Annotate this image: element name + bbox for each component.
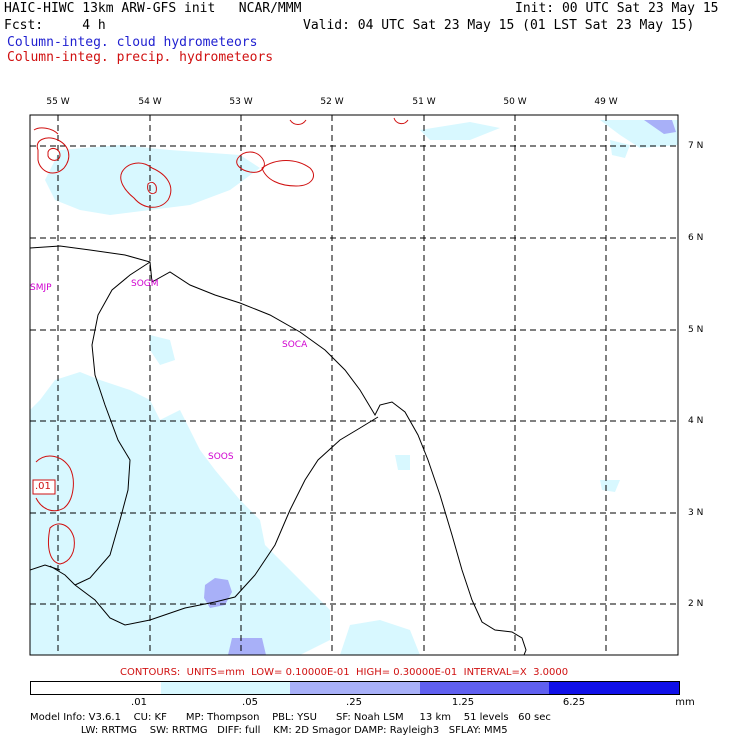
contour-value-label: .01 [35,481,51,492]
lat-label-4n: 4 N [688,416,704,426]
colorbar-segment-1 [160,682,291,694]
lon-label-50w: 50 W [503,97,527,107]
colorbar [30,681,680,695]
lon-label-53w: 53 W [229,97,253,107]
colorbar-segment-0 [31,682,161,694]
precip-contours [33,117,409,565]
legend-cloud: Column-integ. cloud hydrometeors [7,35,258,50]
lon-label-54w: 54 W [138,97,162,107]
forecast-hour: Fcst: 4 h [4,18,106,33]
colorbar-segment-4 [549,682,679,694]
colorbar-segment-2 [290,682,420,694]
colorbar-label-2: .25 [346,697,362,708]
colorbar-segment-3 [419,682,550,694]
cloud-shading-mid [204,120,676,655]
station-sogm: SOGM [131,279,159,289]
lat-label-5n: 5 N [688,325,704,335]
lon-label-49w: 49 W [594,97,618,107]
station-smjp: SMJP [30,283,52,293]
valid-time: Valid: 04 UTC Sat 23 May 15 (01 LST Sat … [303,18,695,33]
legend-precip: Column-integ. precip. hydrometeors [7,50,274,65]
lon-label-51w: 51 W [412,97,436,107]
station-soos: SOOS [208,452,234,462]
cloud-shading [30,120,678,655]
lat-label-2n: 2 N [688,599,704,609]
title-line: HAIC-HIWC 13km ARW-GFS init NCAR/MMM [4,1,302,16]
lon-label-52w: 52 W [320,97,344,107]
station-soca: SOCA [282,340,308,350]
colorbar-label-3: 1.25 [451,697,475,708]
colorbar-label-0: .01 [131,697,147,708]
lon-label-55w: 55 W [46,97,70,107]
lat-lon-grid [30,115,678,655]
contours-info: CONTOURS: UNITS=mm LOW= 0.10000E-01 HIGH… [120,667,569,678]
model-info-line2: LW: RRTMG SW: RRTMG DIFF: full KM: 2D Sm… [30,725,508,736]
colorbar-label-4: 6.25 [562,697,586,708]
colorbar-units: mm [675,697,695,708]
lat-label-7n: 7 N [688,141,704,151]
colorbar-label-1: .05 [242,697,258,708]
lat-label-3n: 3 N [688,508,704,518]
coastline [30,245,527,655]
lat-label-6n: 6 N [688,233,704,243]
init-time: Init: 00 UTC Sat 23 May 15 [515,1,719,16]
model-info-line1: Model Info: V3.6.1 CU: KF MP: Thompson P… [30,712,551,723]
